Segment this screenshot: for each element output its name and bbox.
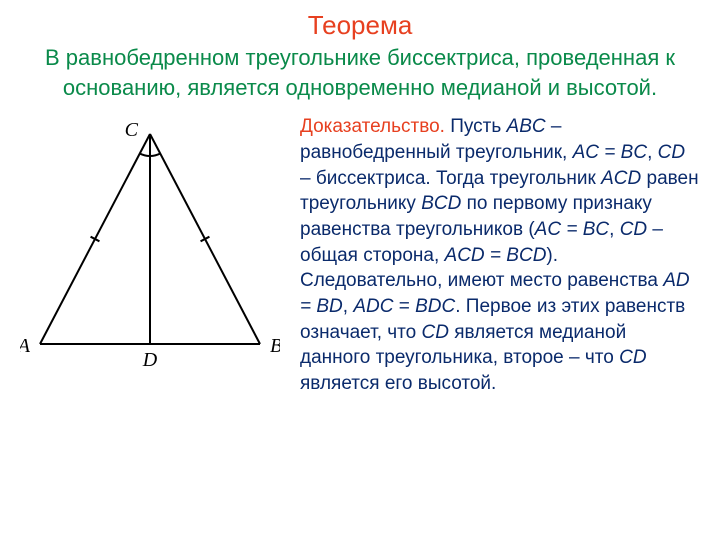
page-title: Теорема <box>20 10 700 41</box>
proof-label: Доказательство. <box>300 116 445 137</box>
content-row: A B C D Доказательство. Пусть ABC – равнобе… <box>20 114 700 396</box>
proof-text: Доказательство. Пусть ABC – равнобедренн… <box>300 114 700 396</box>
triangle-figure: A B C D <box>20 114 280 384</box>
theorem-statement: В равнобедренном треугольнике биссектрис… <box>20 43 700 102</box>
svg-text:A: A <box>20 335 31 357</box>
svg-text:B: B <box>270 335 280 357</box>
svg-text:C: C <box>125 119 139 141</box>
triangle-svg: A B C D <box>20 114 280 384</box>
svg-text:D: D <box>142 349 158 371</box>
